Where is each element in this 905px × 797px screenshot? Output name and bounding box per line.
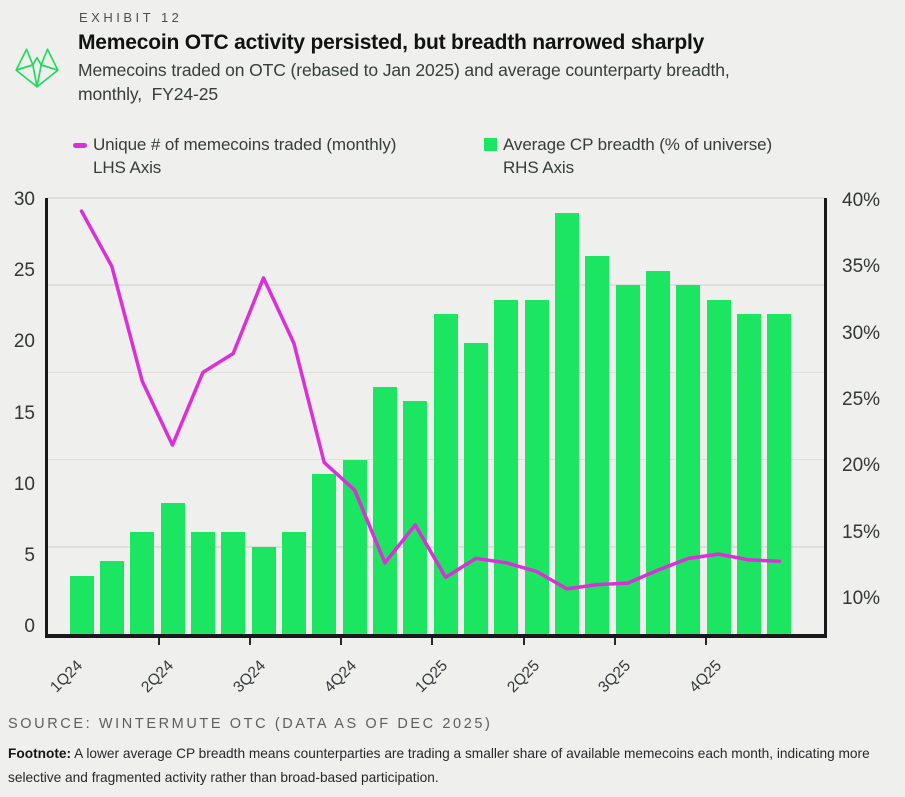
- y-axis-label-left: 15: [13, 402, 35, 424]
- source-line: SOURCE: WINTERMUTE OTC (DATA AS OF DEC 2…: [8, 716, 493, 732]
- chart-subtitle-line2: monthly, FY24-25: [78, 84, 218, 104]
- footnote-text: A lower average CP breadth means counter…: [8, 746, 870, 785]
- bar-avg-cp-breadth: [585, 256, 610, 634]
- bar-avg-cp-breadth: [706, 299, 731, 634]
- legend-line-series: Unique # of memecoins traded (monthly) L…: [93, 134, 396, 179]
- bar-avg-cp-breadth: [554, 212, 579, 634]
- y-axis-label-right: 10%: [842, 587, 881, 609]
- x-axis-label: 1Q25: [412, 657, 452, 697]
- bar-series-legend-marker: [484, 138, 497, 151]
- bar-avg-cp-breadth: [676, 285, 701, 634]
- chart-title: Memecoin OTC activity persisted, but bre…: [78, 31, 705, 54]
- y-axis-label-left: 10: [13, 473, 35, 495]
- legend-bar-series: Average CP breadth (% of universe) RHS A…: [503, 134, 772, 179]
- gridline: [48, 197, 824, 199]
- bar-avg-cp-breadth: [99, 561, 124, 634]
- exhibit-label: EXHIBIT 12: [79, 10, 183, 25]
- x-axis-tick: [340, 638, 343, 645]
- gridline: [48, 284, 824, 286]
- legend-line-series-axis: LHS Axis: [93, 157, 162, 177]
- x-axis-tick: [431, 638, 434, 645]
- bar-avg-cp-breadth: [767, 314, 792, 634]
- legend-line-series-label: Unique # of memecoins traded (monthly): [93, 135, 397, 154]
- bar-avg-cp-breadth: [372, 386, 397, 634]
- y-axis-label-left: 25: [13, 260, 35, 282]
- x-axis-label: 3Q25: [595, 657, 635, 697]
- wintermute-logo: [15, 48, 59, 88]
- x-axis-tick: [705, 638, 708, 645]
- x-axis-tick: [522, 638, 525, 645]
- plot-area: [48, 197, 824, 634]
- bar-avg-cp-breadth: [524, 299, 549, 634]
- x-axis-label: 3Q24: [229, 657, 269, 697]
- x-axis-tick: [157, 638, 160, 645]
- bar-avg-cp-breadth: [281, 532, 306, 634]
- y-axis-label-left: 30: [13, 189, 35, 210]
- bar-avg-cp-breadth: [69, 575, 94, 634]
- bar-avg-cp-breadth: [251, 546, 276, 634]
- y-axis-label-left: 0: [24, 616, 35, 638]
- x-axis-label: 1Q24: [47, 657, 87, 697]
- bar-avg-cp-breadth: [312, 474, 337, 634]
- bar-avg-cp-breadth: [221, 532, 246, 634]
- y-axis-label-left: 20: [13, 331, 35, 353]
- footnote-label: Footnote:: [8, 746, 72, 761]
- x-axis-label: 2Q24: [138, 657, 178, 697]
- x-axis-label: 2Q25: [503, 657, 543, 697]
- bar-avg-cp-breadth: [160, 503, 185, 634]
- y-axis-label-right: 30%: [842, 322, 881, 344]
- plot-frame: [45, 198, 827, 638]
- y-axis-label-right: 15%: [842, 521, 881, 543]
- y-axis-label-right: 20%: [842, 455, 881, 477]
- x-axis-label: 4Q24: [321, 657, 361, 697]
- footnote: Footnote: A lower average CP breadth mea…: [8, 742, 898, 789]
- y-axis-label-right: 40%: [842, 190, 881, 211]
- y-axis-label-right: 25%: [842, 388, 881, 410]
- x-axis-tick: [248, 638, 251, 645]
- y-axis-label-right: 35%: [842, 256, 881, 278]
- bar-avg-cp-breadth: [403, 401, 428, 634]
- bar-avg-cp-breadth: [190, 532, 215, 634]
- bar-avg-cp-breadth: [433, 314, 458, 634]
- y-axis-label-left: 5: [24, 544, 35, 566]
- legend-bar-series-axis: RHS Axis: [503, 157, 574, 177]
- bar-avg-cp-breadth: [130, 532, 155, 634]
- bar-avg-cp-breadth: [736, 314, 761, 634]
- line-unique-memecoins: [79, 209, 782, 591]
- legend-bar-series-label: Average CP breadth (% of universe): [503, 135, 773, 154]
- chart-subtitle-line1: Memecoins traded on OTC (rebased to Jan …: [78, 60, 730, 80]
- x-axis-label: 4Q25: [686, 657, 726, 697]
- bar-avg-cp-breadth: [615, 285, 640, 634]
- bar-avg-cp-breadth: [463, 343, 488, 634]
- bar-avg-cp-breadth: [494, 299, 519, 634]
- x-axis-tick: [614, 638, 617, 645]
- line-series-legend-marker: [73, 143, 87, 148]
